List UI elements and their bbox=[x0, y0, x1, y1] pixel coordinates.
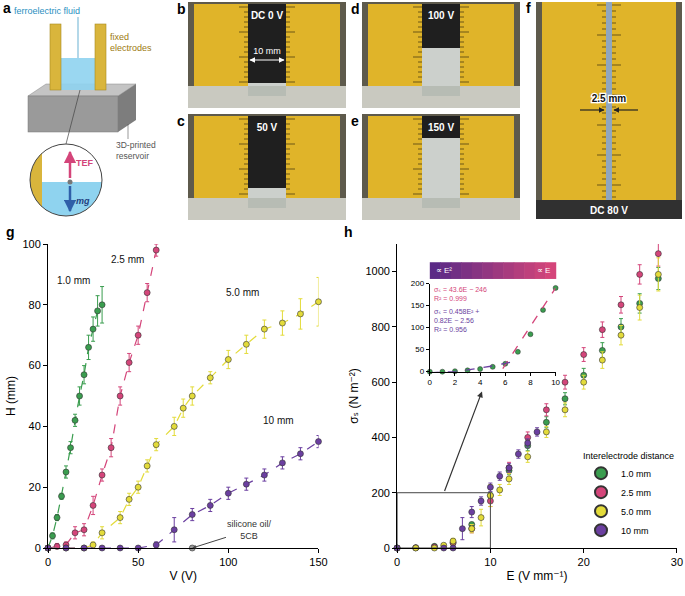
svg-text:200: 200 bbox=[411, 279, 425, 288]
svg-text:silicone oil/5CB: silicone oil/5CB bbox=[227, 519, 272, 541]
svg-text:Interelectrode distance: Interelectrode distance bbox=[583, 451, 674, 461]
svg-text:DC 80 V: DC 80 V bbox=[590, 205, 628, 216]
svg-text:10 mm: 10 mm bbox=[253, 46, 281, 56]
svg-text:0: 0 bbox=[420, 367, 425, 376]
svg-text:6: 6 bbox=[503, 378, 508, 387]
svg-text:150 V: 150 V bbox=[428, 122, 454, 133]
svg-text:V (V): V (V) bbox=[170, 569, 197, 583]
svg-text:ferroelectric fluid: ferroelectric fluid bbox=[14, 6, 80, 16]
svg-text:0: 0 bbox=[428, 378, 433, 387]
svg-text:σₛ = 43.6E − 246R² = 0.999: σₛ = 43.6E − 246R² = 0.999 bbox=[434, 286, 487, 302]
svg-text:2.5 mm: 2.5 mm bbox=[592, 93, 627, 104]
svg-text:5.0 mm: 5.0 mm bbox=[621, 507, 651, 517]
svg-text:80: 80 bbox=[29, 299, 41, 311]
svg-text:50: 50 bbox=[415, 345, 424, 354]
svg-text:10: 10 bbox=[551, 378, 560, 387]
svg-text:3D-printed: 3D-printed bbox=[116, 140, 156, 150]
svg-text:2: 2 bbox=[453, 378, 458, 387]
svg-text:100: 100 bbox=[411, 323, 425, 332]
svg-text:b: b bbox=[177, 1, 186, 17]
svg-text:50: 50 bbox=[132, 556, 144, 568]
svg-text:∝ E²: ∝ E² bbox=[436, 266, 452, 275]
svg-text:100: 100 bbox=[219, 556, 237, 568]
svg-text:d: d bbox=[351, 1, 360, 17]
svg-text:5.0 mm: 5.0 mm bbox=[226, 287, 259, 298]
svg-text:30: 30 bbox=[671, 556, 683, 568]
svg-text:g: g bbox=[6, 224, 15, 240]
svg-text:10: 10 bbox=[484, 556, 496, 568]
svg-text:0: 0 bbox=[384, 542, 390, 554]
svg-text:f: f bbox=[526, 0, 531, 16]
svg-text:1.0 mm: 1.0 mm bbox=[57, 275, 90, 286]
svg-text:60: 60 bbox=[29, 359, 41, 371]
svg-text:reservoir: reservoir bbox=[116, 151, 149, 161]
svg-text:E (V mm⁻¹): E (V mm⁻¹) bbox=[507, 569, 568, 583]
svg-text:50 V: 50 V bbox=[257, 122, 278, 133]
svg-text:∝ E: ∝ E bbox=[537, 266, 550, 275]
svg-text:h: h bbox=[344, 224, 353, 240]
svg-text:150: 150 bbox=[411, 301, 425, 310]
svg-text:1.0 mm: 1.0 mm bbox=[621, 469, 651, 479]
svg-text:800: 800 bbox=[372, 321, 390, 333]
svg-text:100 V: 100 V bbox=[428, 10, 454, 21]
svg-text:4: 4 bbox=[478, 378, 483, 387]
svg-text:2.5 mm: 2.5 mm bbox=[111, 254, 144, 265]
svg-text:fixed: fixed bbox=[110, 32, 129, 42]
svg-text:1000: 1000 bbox=[365, 265, 389, 277]
svg-text:600: 600 bbox=[372, 376, 390, 388]
svg-text:H (mm): H (mm) bbox=[4, 376, 18, 416]
svg-text:0: 0 bbox=[394, 556, 400, 568]
svg-text:150: 150 bbox=[309, 556, 327, 568]
svg-text:electrodes: electrodes bbox=[110, 43, 152, 53]
svg-text:8: 8 bbox=[528, 378, 533, 387]
svg-text:400: 400 bbox=[372, 431, 390, 443]
svg-text:10 mm: 10 mm bbox=[263, 415, 294, 426]
svg-text:TEF: TEF bbox=[76, 158, 94, 168]
svg-text:0: 0 bbox=[45, 556, 51, 568]
svg-text:σₛ = 0.458E² +0.82E − 2.56R² =: σₛ = 0.458E² +0.82E − 2.56R² = 0.956 bbox=[434, 308, 479, 333]
svg-text:40: 40 bbox=[29, 420, 41, 432]
svg-text:20: 20 bbox=[578, 556, 590, 568]
svg-text:2.5 mm: 2.5 mm bbox=[621, 488, 651, 498]
svg-text:200: 200 bbox=[372, 487, 390, 499]
svg-text:e: e bbox=[351, 113, 359, 129]
svg-text:a: a bbox=[3, 0, 11, 16]
svg-text:20: 20 bbox=[29, 481, 41, 493]
svg-text:σₛ (N m⁻²): σₛ (N m⁻²) bbox=[347, 368, 361, 424]
svg-text:c: c bbox=[177, 113, 185, 129]
svg-text:DC 0 V: DC 0 V bbox=[251, 10, 284, 21]
svg-text:0: 0 bbox=[35, 542, 41, 554]
svg-text:mg: mg bbox=[76, 196, 90, 206]
svg-text:10 mm: 10 mm bbox=[621, 526, 649, 536]
svg-text:100: 100 bbox=[22, 238, 40, 250]
